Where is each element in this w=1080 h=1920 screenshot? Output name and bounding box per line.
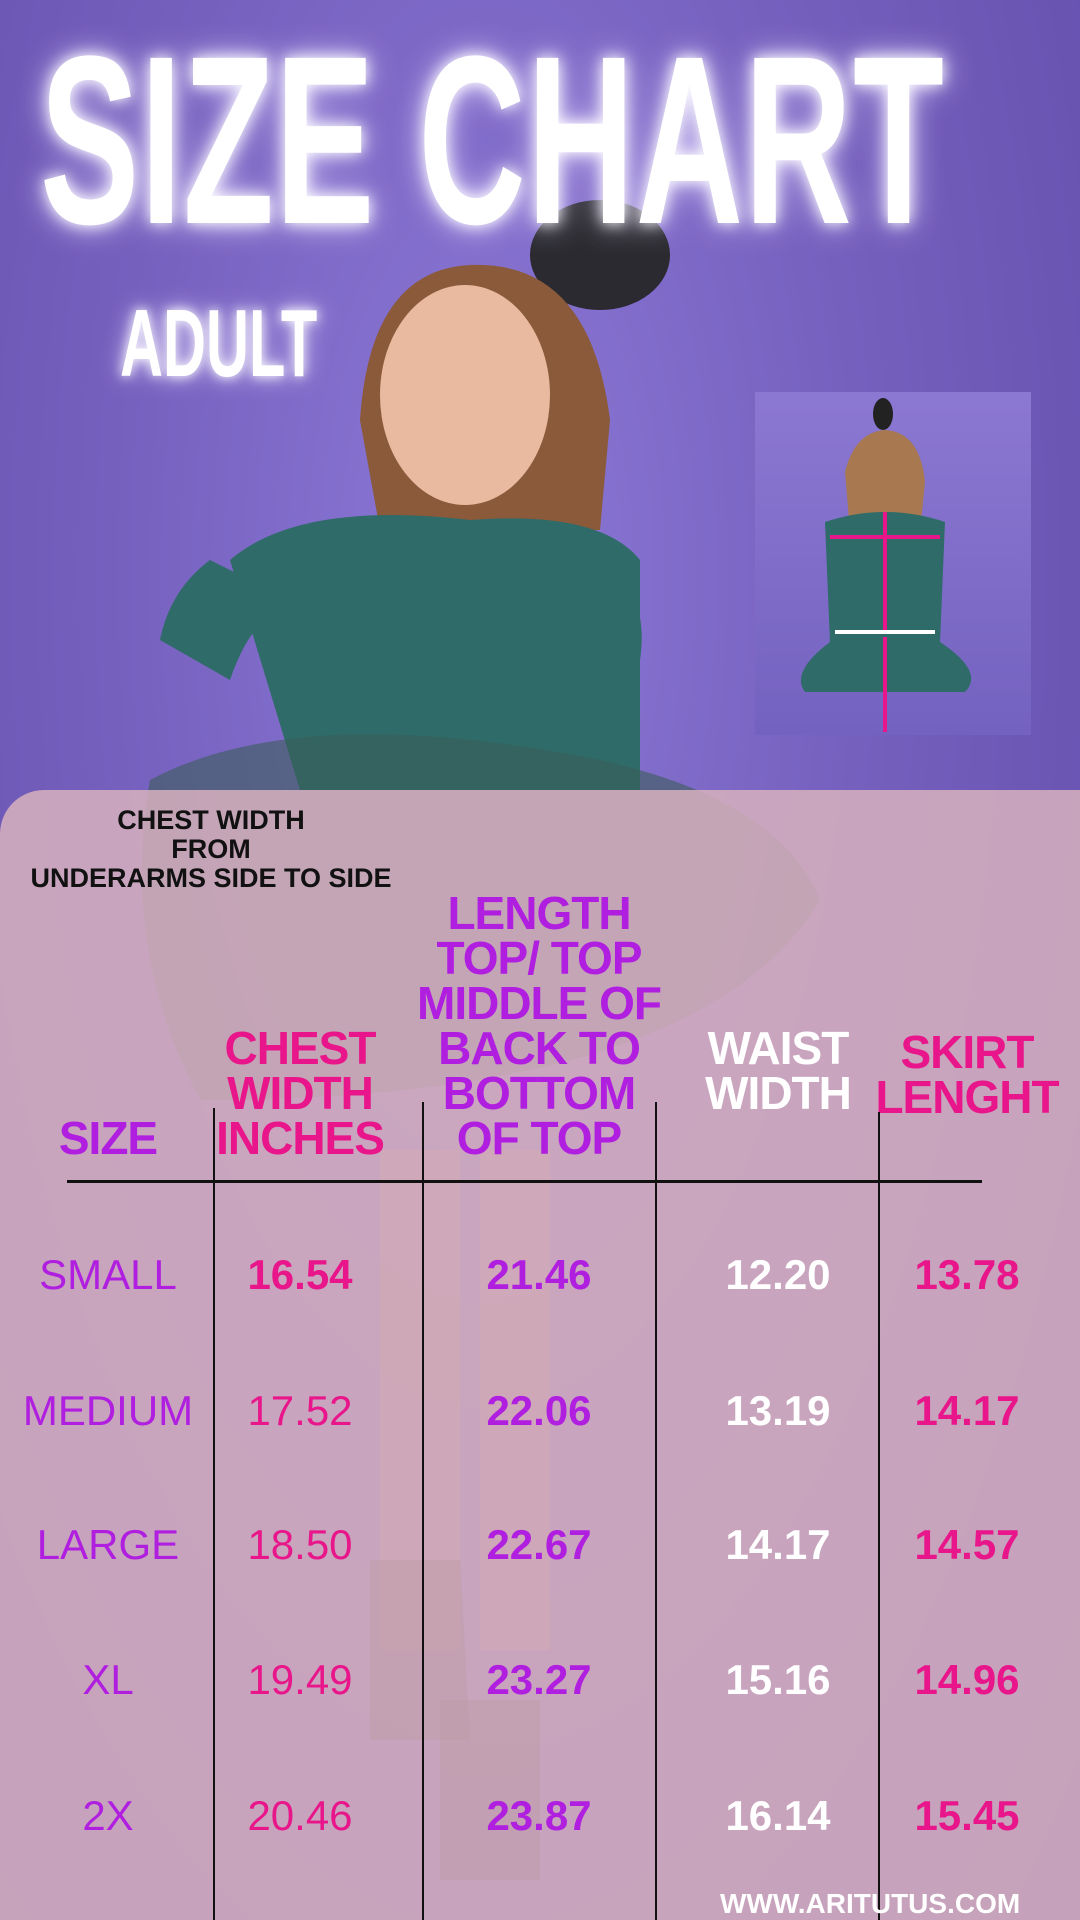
cell-chest: 20.46 (247, 1792, 353, 1839)
cell-skirt: 13.78 (914, 1251, 1020, 1298)
size-table-panel (0, 790, 1080, 1920)
cell-size: LARGE (36, 1521, 180, 1568)
header-line: CHEST (224, 1022, 377, 1074)
header-line: BACK TO (438, 1022, 641, 1074)
header-line: WIDTH (227, 1067, 374, 1119)
header-line: BOTTOM (442, 1067, 636, 1119)
page-title: SIZE CHART (40, 6, 946, 274)
cell-size: 2X (82, 1792, 134, 1839)
cell-size: XL (82, 1656, 134, 1703)
cell-size: SMALL (39, 1251, 177, 1298)
measurement-note: CHEST WIDTH FROM UNDERARMS SIDE TO SIDE (0, 806, 422, 893)
cell-waist: 15.16 (725, 1656, 831, 1703)
note-line: FROM (171, 834, 251, 864)
header-line: LENGHT (875, 1071, 1059, 1123)
website-url: WWW.ARITUTUS.COM (720, 1888, 1021, 1919)
cell-waist: 12.20 (725, 1251, 831, 1298)
header-line: TOP/ TOP (436, 932, 642, 984)
header-divider (67, 1180, 982, 1183)
measurement-diagram-photo (755, 392, 1031, 735)
cell-waist: 13.19 (725, 1387, 831, 1434)
cell-length: 23.27 (486, 1656, 592, 1703)
cell-skirt: 14.17 (914, 1387, 1020, 1434)
cell-skirt: 14.96 (914, 1656, 1020, 1703)
cell-waist: 16.14 (725, 1792, 831, 1839)
cell-chest: 17.52 (247, 1387, 353, 1434)
header-line: WAIST (707, 1022, 850, 1074)
cell-length: 23.87 (486, 1792, 592, 1839)
cell-skirt: 14.57 (914, 1521, 1020, 1568)
header-waist: WAIST WIDTH (688, 1022, 868, 1119)
cell-length: 22.06 (486, 1387, 592, 1434)
header-line: SKIRT (900, 1026, 1035, 1078)
column-divider (422, 1102, 424, 1920)
note-line: CHEST WIDTH (117, 805, 305, 835)
note-line: UNDERARMS SIDE TO SIDE (30, 863, 392, 893)
cell-length: 21.46 (486, 1251, 592, 1298)
cell-chest: 16.54 (247, 1251, 353, 1298)
column-divider (878, 1112, 880, 1920)
page-subtitle: ADULT (120, 290, 318, 397)
cell-chest: 19.49 (247, 1656, 353, 1703)
header-chest: CHEST WIDTH INCHES (200, 1022, 400, 1164)
cell-size: MEDIUM (22, 1387, 194, 1434)
cell-skirt: 15.45 (914, 1792, 1020, 1839)
hair-bow (530, 200, 670, 310)
cell-chest: 18.50 (247, 1521, 353, 1568)
cell-waist: 14.17 (725, 1521, 831, 1568)
cell-length: 22.67 (486, 1521, 592, 1568)
column-divider (213, 1108, 215, 1920)
column-divider (655, 1102, 657, 1920)
header-skirt: SKIRT LENGHT (872, 1026, 1062, 1123)
header-line: MIDDLE OF (417, 977, 662, 1029)
header-length: LENGTH TOP/ TOP MIDDLE OF BACK TO BOTTOM… (409, 887, 669, 1164)
header-line: WIDTH (705, 1067, 852, 1119)
header-size: SIZE (58, 1112, 158, 1164)
header-line: OF TOP (456, 1112, 622, 1164)
header-line: LENGTH (447, 887, 631, 939)
header-line: INCHES (216, 1112, 385, 1164)
